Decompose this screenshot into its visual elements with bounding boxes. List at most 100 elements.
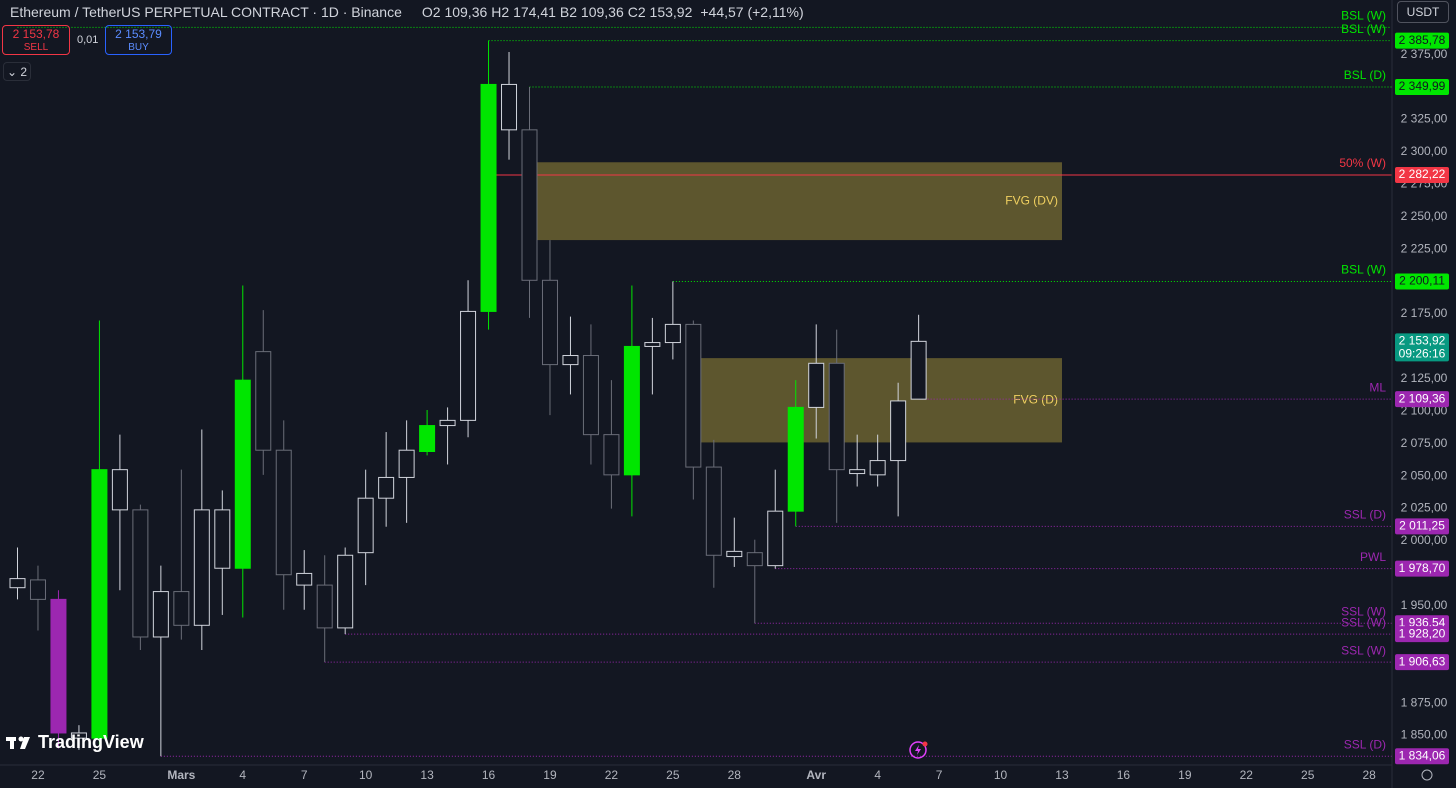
candle-body [705,466,722,556]
y-tick-label: 2 175,00 [1401,306,1448,320]
candle-body [275,449,292,576]
candle-body [849,469,866,475]
indicator-toggle[interactable]: ⌄ 2 [3,62,31,81]
buy-label: BUY [128,42,149,53]
ohlc-value: 2 109,36 [432,4,488,20]
level-name: BSL (W) [1341,22,1386,36]
candle-body [29,579,46,600]
x-tick-label: 7 [936,768,943,782]
candle-body [70,732,87,739]
level-name: BSL (W) [1341,9,1386,23]
ohlc-value: 2 174,41 [501,4,556,20]
spread: 0,01 [77,34,99,46]
x-tick-label: 22 [1240,768,1254,782]
y-tick-label: 1 850,00 [1401,728,1448,742]
price-tag [1395,79,1449,96]
price-tag [1395,626,1449,643]
x-tick-label: 25 [666,768,680,782]
x-tick-label: 19 [1178,768,1192,782]
plot-area: FVG (DV)FVG (D)BSL (W)BSL (W)BSL (D)50% … [9,9,1392,757]
last-price-label: 2 153,92 [1399,334,1446,348]
candle-body [603,434,620,476]
currency-button[interactable]: USDT [1397,1,1449,23]
candle-body [562,355,579,366]
price-tag-label: 1 978,70 [1399,561,1446,575]
x-tick-label: 7 [301,768,308,782]
candle-body [541,279,558,366]
ohlc-key: O [421,4,433,20]
x-tick-label: 22 [31,768,45,782]
candle-body [152,591,169,638]
settings-icon[interactable] [1421,769,1433,781]
candle-body [480,83,497,312]
fvg-zone [693,358,1062,443]
y-tick-label: 2 375,00 [1401,47,1448,61]
price-tag-label: 1 928,20 [1399,626,1446,640]
price-tag [1395,166,1449,183]
sell-price: 2 153,78 [12,27,60,41]
price-tag-label: 2 349,99 [1399,79,1446,93]
candle-body [193,509,210,626]
price-tag [1395,560,1449,577]
candle-body [296,572,313,586]
candle-body [234,379,251,569]
price-tag-label: 2 011,25 [1399,519,1445,533]
y-tick-label: 2 025,00 [1401,501,1448,515]
candle-body [767,510,784,567]
y-tick-label: 2 075,00 [1401,436,1448,450]
level-name: SSL (D) [1344,737,1386,751]
candle-body [664,323,681,344]
countdown: 09:26:16 [1399,347,1446,361]
ohlc-value: 2 153,92 [637,4,693,20]
ohlc-key: C [627,4,638,20]
x-tick-label: 25 [93,768,107,782]
x-tick-label: 25 [1301,768,1315,782]
fvg-zone [529,162,1062,241]
price-tag [1395,748,1449,765]
y-tick-label: 2 250,00 [1401,209,1448,223]
price-tag [1395,391,1449,408]
price-tag [1395,654,1449,671]
ohlc-key: B [559,4,570,20]
price-tag [1395,273,1449,290]
buy-price: 2 153,79 [115,27,162,41]
x-tick-label: 10 [359,768,373,782]
candle-body [9,578,26,589]
candle-body [255,351,272,451]
y-tick-label: 2 050,00 [1401,468,1448,482]
candle-body [111,469,128,511]
symbol-title: Ethereum / TetherUS PERPETUAL CONTRACT ·… [10,4,402,20]
y-tick-label: 2 225,00 [1401,241,1448,255]
candle-body [910,340,927,400]
x-tick-label: 16 [1117,768,1131,782]
level-name: SSL (D) [1344,508,1386,522]
symbol-header: Ethereum / TetherUS PERPETUAL CONTRACT ·… [0,0,804,24]
candle-body [623,345,640,476]
x-tick-label: 28 [1363,768,1377,782]
buy-button[interactable]: 2 153,79 BUY [105,25,172,55]
x-tick-label: 19 [543,768,557,782]
candle-body [582,355,599,436]
candle-body [685,323,702,468]
indicator-count: 2 [20,65,28,79]
candle-body [316,584,333,629]
candle-body [828,362,845,471]
sell-button[interactable]: 2 153,78 SELL [2,25,70,55]
x-tick-label: Mars [167,768,195,782]
price-tag-label: 1 936,54 [1399,615,1446,629]
last-price-tag [1395,333,1449,362]
y-tick-label: 2 000,00 [1401,533,1448,547]
ohlc-value: 2 109,36 [569,4,624,20]
ohlc-key: H [491,4,502,20]
candle-body [132,509,149,638]
x-tick-label: 13 [1055,768,1069,782]
candle-body [746,552,763,567]
price-tag-label: 1 906,63 [1399,654,1446,668]
candle-body [214,509,231,569]
candle-body [91,469,108,739]
level-name: BSL (D) [1344,68,1386,82]
price-tag-label: 2 109,36 [1399,391,1446,405]
change: +44,57 (+2,11%) [700,4,804,20]
